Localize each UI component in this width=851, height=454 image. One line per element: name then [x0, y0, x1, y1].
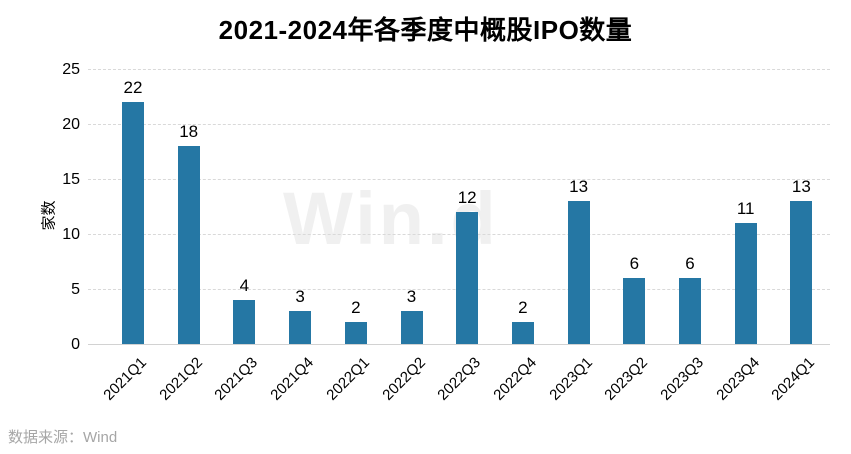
gridline-y25 — [88, 69, 830, 70]
bar-value-label: 6 — [629, 254, 640, 273]
gridline-y15 — [88, 179, 830, 180]
chart-title: 2021-2024年各季度中概股IPO数量 — [218, 15, 633, 45]
y-tick-label: 0 — [71, 336, 80, 353]
bar-2022Q3 — [456, 212, 479, 344]
bar-2021Q1 — [122, 102, 144, 344]
bar-2023Q2 — [623, 278, 646, 344]
y-tick-label: 25 — [62, 61, 80, 78]
bar-value-label: 11 — [736, 199, 755, 218]
gridline-y20 — [88, 124, 830, 125]
bar-value-label: 3 — [406, 287, 417, 306]
bar-value-label: 13 — [791, 177, 811, 196]
bar-2023Q3 — [679, 278, 701, 344]
bar-value-label: 4 — [239, 276, 250, 295]
bar-value-label: 12 — [457, 188, 477, 207]
bar-2021Q4 — [289, 311, 312, 344]
bar-value-label: 22 — [123, 78, 143, 97]
bar-2022Q2 — [400, 311, 423, 344]
bar-2021Q2 — [177, 146, 200, 344]
y-tick-label: 15 — [62, 171, 80, 188]
bar-value-label: 2 — [351, 298, 361, 317]
bar-2023Q1 — [567, 201, 590, 344]
bar-2023Q4 — [734, 223, 757, 344]
y-tick-label: 10 — [62, 226, 80, 243]
x-axis-line — [88, 344, 830, 345]
bar-2021Q3 — [233, 300, 256, 344]
y-tick-label: 5 — [71, 281, 80, 298]
bar-2022Q4 — [511, 322, 534, 344]
bar-2022Q1 — [344, 322, 367, 344]
bar-value-label: 3 — [295, 287, 305, 306]
y-tick-label: 20 — [62, 116, 80, 133]
bar-value-label: 2 — [518, 298, 528, 317]
data-source-note: 数据来源：Wind — [8, 429, 118, 446]
bar-value-label: 6 — [685, 254, 695, 273]
bar-value-label: 18 — [179, 122, 199, 141]
bar-2024Q1 — [790, 201, 813, 344]
plot-area: Win.d 22 18 4 3 2 3 12 2 13 6 6 11 13 — [88, 69, 830, 345]
bar-value-label: 13 — [569, 177, 589, 196]
